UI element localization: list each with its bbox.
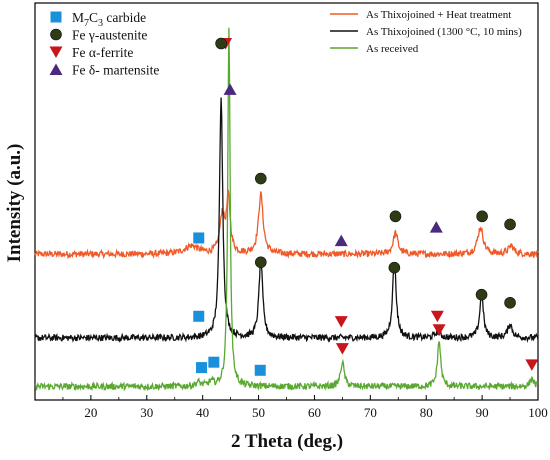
series-line-1 xyxy=(34,189,539,260)
x-tick-label: 80 xyxy=(420,405,433,420)
peak-marker-circle xyxy=(389,210,402,223)
peak-marker-triangle-down xyxy=(335,343,349,355)
peak-marker-circle xyxy=(254,256,267,269)
series-legend-label: As Thixojoined (1300 °C, 10 mins) xyxy=(366,26,522,38)
x-tick-label: 100 xyxy=(528,405,548,420)
series-traces xyxy=(34,27,539,392)
peak-marker-square xyxy=(196,362,208,374)
peak-marker-triangle-up xyxy=(334,234,348,247)
peak-marker-triangle-down xyxy=(430,310,444,323)
x-tick-label: 20 xyxy=(84,405,97,420)
legend-symbol-triangle-up xyxy=(49,63,63,75)
x-tick-label: 50 xyxy=(252,405,265,420)
peak-marker-square xyxy=(254,364,266,376)
legend-label: Fe α-ferrite xyxy=(72,45,133,60)
peak-marker-circle xyxy=(475,288,488,301)
series-legend: As Thixojoined + Heat treatment As Thixoj… xyxy=(330,9,522,55)
legend-label: Fe γ-austenite xyxy=(72,28,147,43)
legend-symbol-triangle-down xyxy=(49,46,63,58)
x-axis-ticks: 20 30 40 50 60 70 80 90 100 xyxy=(62,395,548,420)
peak-marker-circle xyxy=(476,210,488,223)
peak-marker-circle xyxy=(504,296,516,309)
peak-marker-triangle-down xyxy=(334,316,348,328)
x-tick-label: 70 xyxy=(364,405,377,420)
series-legend-label: As Thixojoined + Heat treatment xyxy=(366,9,511,21)
peak-marker-square xyxy=(193,232,205,244)
peak-marker-circle xyxy=(215,37,227,50)
legend-symbol-square xyxy=(50,11,62,23)
peak-markers xyxy=(193,37,539,376)
legend-symbol-circle xyxy=(50,28,62,41)
legend-label: M7C3 carbide xyxy=(72,10,146,29)
x-axis-title: 2 Theta (deg.) xyxy=(231,431,343,452)
series-line-2 xyxy=(34,97,539,344)
x-tick-label: 40 xyxy=(196,405,209,420)
peak-marker-triangle-up xyxy=(223,83,237,95)
peak-marker-circle xyxy=(388,261,401,274)
peak-marker-triangle-up xyxy=(429,221,443,233)
peak-marker-square xyxy=(208,356,220,368)
peak-marker-circle xyxy=(254,172,267,185)
peak-marker-triangle-down xyxy=(525,359,539,371)
peak-marker-circle xyxy=(504,218,516,231)
x-tick-label: 30 xyxy=(140,405,153,420)
x-tick-label: 60 xyxy=(308,405,321,420)
legend-label: Fe δ- martensite xyxy=(72,63,159,78)
x-tick-label: 90 xyxy=(476,405,489,420)
y-axis-title: Intensity (a.u.) xyxy=(4,144,25,263)
series-legend-label: As received xyxy=(366,43,419,55)
series-line-3 xyxy=(34,27,539,392)
peak-marker-triangle-down xyxy=(432,324,446,336)
peak-marker-square xyxy=(193,310,205,322)
